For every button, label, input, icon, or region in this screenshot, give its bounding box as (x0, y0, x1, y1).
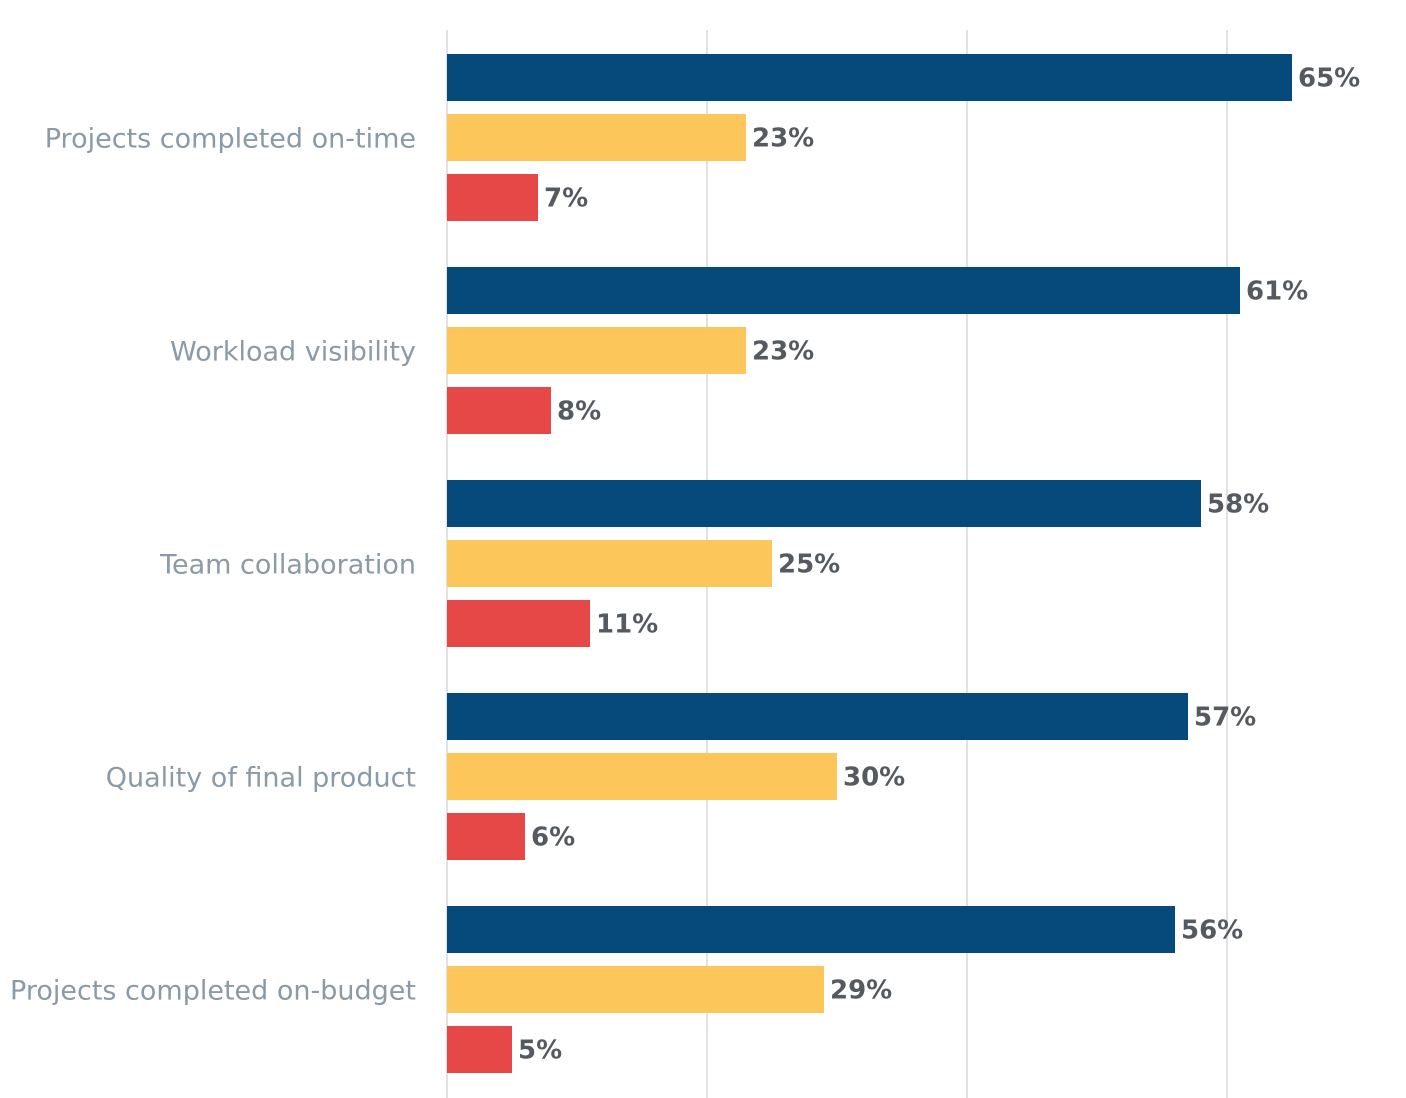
value-label-3-0: 57% (1194, 703, 1256, 733)
bar-3-1 (447, 753, 837, 800)
bar-0-1 (447, 114, 746, 161)
value-label-1-0: 61% (1246, 277, 1308, 307)
category-label-4: Projects completed on-budget (10, 976, 416, 1007)
bar-1-0 (447, 267, 1240, 314)
value-label-1-1: 23% (752, 337, 814, 367)
bars (447, 54, 1292, 1073)
bar-2-2 (447, 600, 590, 647)
value-label-2-0: 58% (1207, 490, 1269, 520)
value-label-2-2: 11% (596, 610, 658, 640)
category-label-3: Quality of final product (106, 763, 416, 794)
bar-1-1 (447, 327, 746, 374)
bar-4-0 (447, 906, 1175, 953)
value-label-1-2: 8% (557, 397, 601, 427)
category-label-1: Workload visibility (170, 337, 416, 368)
bar-3-2 (447, 813, 525, 860)
value-label-0-2: 7% (544, 184, 588, 214)
bar-2-0 (447, 480, 1201, 527)
value-label-3-1: 30% (843, 763, 905, 793)
bar-0-2 (447, 174, 538, 221)
bar-2-1 (447, 540, 772, 587)
labels: 65% 23% 7% Projects completed on-time 61% 23%… (10, 64, 1360, 1066)
value-label-4-2: 5% (518, 1036, 562, 1066)
bar-3-0 (447, 693, 1188, 740)
category-label-0: Projects completed on-time (45, 124, 416, 155)
value-label-0-0: 65% (1298, 64, 1360, 94)
category-label-2: Team collaboration (159, 550, 416, 581)
value-label-0-1: 23% (752, 124, 814, 154)
value-label-4-1: 29% (830, 976, 892, 1006)
value-label-3-2: 6% (531, 823, 575, 853)
bar-1-2 (447, 387, 551, 434)
bar-4-1 (447, 966, 824, 1013)
value-label-4-0: 56% (1181, 916, 1243, 946)
value-label-2-1: 25% (778, 550, 840, 580)
bar-4-2 (447, 1026, 512, 1073)
bar-0-0 (447, 54, 1292, 101)
